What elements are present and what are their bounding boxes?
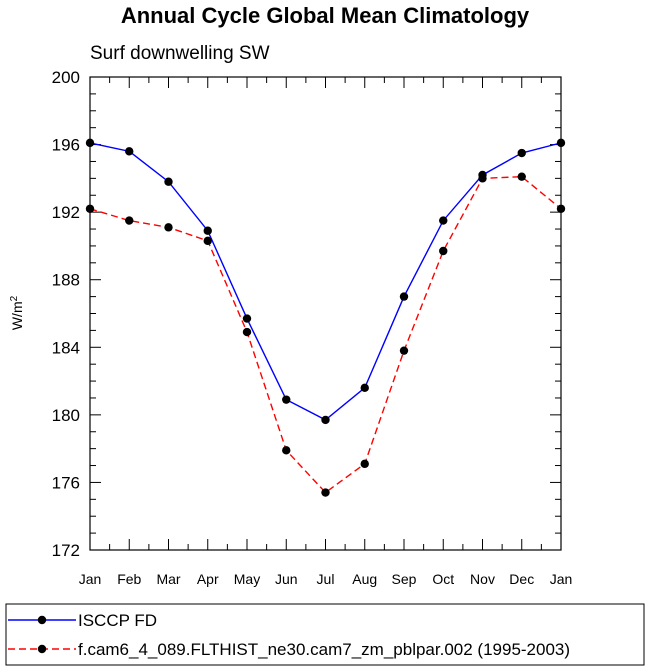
y-axis-label: W/m2 [9, 295, 25, 330]
y-tick-label: 192 [52, 203, 80, 222]
series-line [89, 142, 562, 421]
data-point [125, 147, 134, 156]
chart-title: Annual Cycle Global Mean Climatology [121, 3, 530, 28]
y-tick-label: 196 [52, 136, 80, 155]
data-point [242, 314, 252, 323]
data-point [439, 246, 448, 256]
series-1 [85, 138, 566, 425]
x-tick-label: Feb [117, 571, 141, 587]
x-tick-label: Jul [317, 571, 335, 587]
x-tick-label: Jun [275, 571, 298, 587]
x-tick-label: Dec [509, 571, 534, 587]
x-tick-label: Mar [156, 571, 180, 587]
data-point [282, 446, 291, 455]
data-point [399, 292, 409, 301]
data-point [321, 415, 330, 425]
x-tick-label: Apr [197, 571, 219, 587]
data-point [360, 383, 369, 393]
y-tick-label: 184 [52, 338, 80, 357]
data-point [439, 216, 448, 225]
legend-entry: f.cam6_4_089.FLTHIST_ne30.cam7_zm_pblpar… [8, 640, 570, 659]
data-point [125, 216, 134, 225]
y-tick-labels: 172 176 180 184 188 192 196 200 [52, 68, 80, 560]
x-tick-label: Aug [352, 571, 377, 587]
y-tick-label: 176 [52, 473, 80, 492]
legend: ISCCP FD f.cam6_4_089.FLTHIST_ne30.cam7_z… [8, 611, 570, 659]
data-point [282, 395, 291, 404]
data-point [360, 459, 369, 469]
legend-label: f.cam6_4_089.FLTHIST_ne30.cam7_zm_pblpar… [78, 640, 570, 659]
data-point [321, 488, 330, 497]
x-tick-label: Nov [470, 571, 495, 587]
y-tick-label: 180 [52, 406, 80, 425]
legend-swatch-marker [37, 644, 47, 654]
x-tick-label: Oct [432, 571, 454, 587]
x-tick-label: Sep [392, 571, 417, 587]
series-line [89, 175, 562, 494]
y-tick-label: 200 [52, 68, 80, 87]
y-tick-label: 188 [52, 271, 80, 290]
data-point [517, 172, 526, 181]
y-tick-label: 172 [52, 541, 80, 560]
data-point [203, 236, 212, 246]
legend-label: ISCCP FD [78, 611, 157, 630]
y-axis-label-exponent: 2 [9, 295, 20, 301]
chart-subtitle: Surf downwelling SW [90, 43, 270, 64]
data-point [478, 174, 487, 183]
x-tick-label: Jan [79, 571, 102, 587]
plot-frame [89, 76, 562, 551]
legend-box [5, 603, 645, 666]
x-tick-labels: Jan Feb Mar Apr May Jun Jul Aug Sep Oct Nov Dec Jan [79, 571, 573, 587]
data-point [399, 346, 409, 355]
plot-series [85, 138, 566, 497]
series-2 [85, 172, 566, 497]
x-tick-label: Jan [550, 571, 573, 587]
data-point [517, 148, 526, 158]
axes-ticks [89, 76, 562, 551]
legend-entry: ISCCP FD [8, 611, 157, 630]
data-point [203, 226, 212, 235]
x-tick-label: May [234, 571, 260, 587]
data-point [242, 327, 252, 337]
data-point [164, 223, 173, 232]
data-point [164, 177, 173, 186]
legend-swatch-marker [37, 615, 47, 625]
y-axis-label-unit: W/m [9, 301, 25, 330]
